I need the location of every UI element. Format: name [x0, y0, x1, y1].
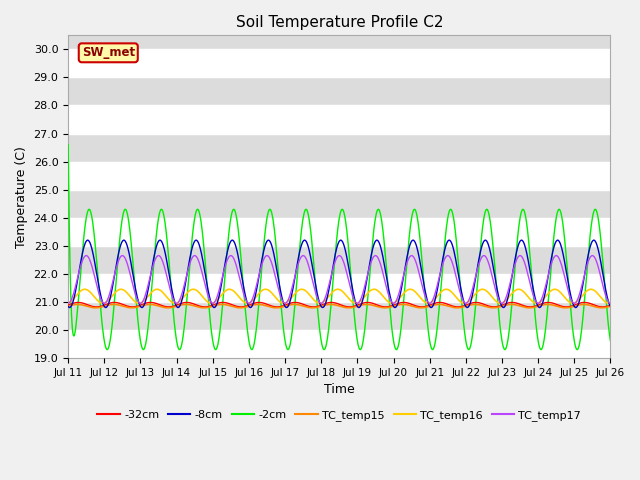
- TC_temp17: [495, 296, 502, 302]
- -32cm: [172, 302, 179, 308]
- -2cm: [424, 319, 431, 325]
- Bar: [68, 49, 611, 77]
- -32cm: [246, 302, 253, 308]
- -8cm: [424, 298, 431, 303]
- -32cm: [494, 303, 502, 309]
- TC_temp16: [172, 300, 180, 306]
- -32cm: [526, 304, 534, 310]
- -32cm: [64, 302, 72, 308]
- TC_temp17: [83, 252, 90, 258]
- TC_temp17: [607, 300, 614, 306]
- -2cm: [429, 347, 436, 352]
- Y-axis label: Temperature (C): Temperature (C): [15, 146, 28, 248]
- Line: -2cm: -2cm: [68, 145, 611, 349]
- TC_temp15: [542, 301, 550, 307]
- TC_temp15: [580, 301, 588, 307]
- Line: TC_temp16: TC_temp16: [68, 289, 611, 303]
- TC_temp17: [543, 280, 550, 286]
- TC_temp16: [135, 300, 143, 306]
- Bar: [68, 274, 611, 302]
- Title: Soil Temperature Profile C2: Soil Temperature Profile C2: [236, 15, 443, 30]
- TC_temp15: [607, 303, 614, 309]
- TC_temp17: [424, 299, 431, 305]
- Bar: [68, 330, 611, 358]
- -8cm: [172, 301, 179, 307]
- -2cm: [246, 341, 253, 347]
- TC_temp15: [246, 303, 253, 309]
- TC_temp16: [186, 288, 193, 294]
- TC_temp16: [495, 300, 503, 306]
- Bar: [68, 106, 611, 133]
- TC_temp15: [172, 304, 179, 310]
- -2cm: [543, 319, 550, 324]
- -8cm: [185, 262, 193, 267]
- -2cm: [185, 274, 193, 280]
- -32cm: [545, 300, 552, 305]
- TC_temp15: [64, 303, 72, 309]
- TC_temp16: [607, 300, 614, 306]
- Bar: [68, 162, 611, 190]
- -8cm: [64, 303, 72, 309]
- -8cm: [543, 282, 550, 288]
- -32cm: [185, 300, 193, 305]
- TC_temp17: [64, 300, 72, 306]
- -32cm: [607, 302, 614, 308]
- TC_temp16: [64, 300, 72, 306]
- Text: SW_met: SW_met: [82, 46, 135, 60]
- TC_temp16: [153, 287, 161, 292]
- Line: TC_temp15: TC_temp15: [68, 304, 611, 308]
- TC_temp17: [246, 300, 253, 306]
- TC_temp15: [494, 304, 502, 310]
- -32cm: [424, 303, 431, 309]
- -8cm: [536, 305, 543, 311]
- TC_temp16: [424, 300, 432, 306]
- TC_temp17: [172, 300, 180, 306]
- TC_temp16: [543, 292, 550, 298]
- -2cm: [495, 308, 502, 314]
- TC_temp16: [246, 300, 254, 305]
- -8cm: [494, 291, 502, 297]
- X-axis label: Time: Time: [324, 383, 355, 396]
- -8cm: [518, 237, 525, 243]
- Bar: [68, 218, 611, 246]
- -2cm: [172, 331, 179, 336]
- TC_temp15: [424, 304, 431, 310]
- Legend: -32cm, -8cm, -2cm, TC_temp15, TC_temp16, TC_temp17: -32cm, -8cm, -2cm, TC_temp15, TC_temp16,…: [93, 406, 586, 425]
- TC_temp15: [185, 302, 193, 308]
- Line: TC_temp17: TC_temp17: [68, 255, 611, 303]
- -8cm: [246, 304, 253, 310]
- -2cm: [607, 338, 614, 344]
- -32cm: [543, 300, 550, 305]
- Line: -8cm: -8cm: [68, 240, 611, 308]
- Line: -32cm: -32cm: [68, 302, 611, 307]
- -8cm: [607, 303, 614, 309]
- TC_temp17: [186, 263, 193, 269]
- TC_temp15: [598, 305, 605, 311]
- -2cm: [64, 142, 72, 148]
